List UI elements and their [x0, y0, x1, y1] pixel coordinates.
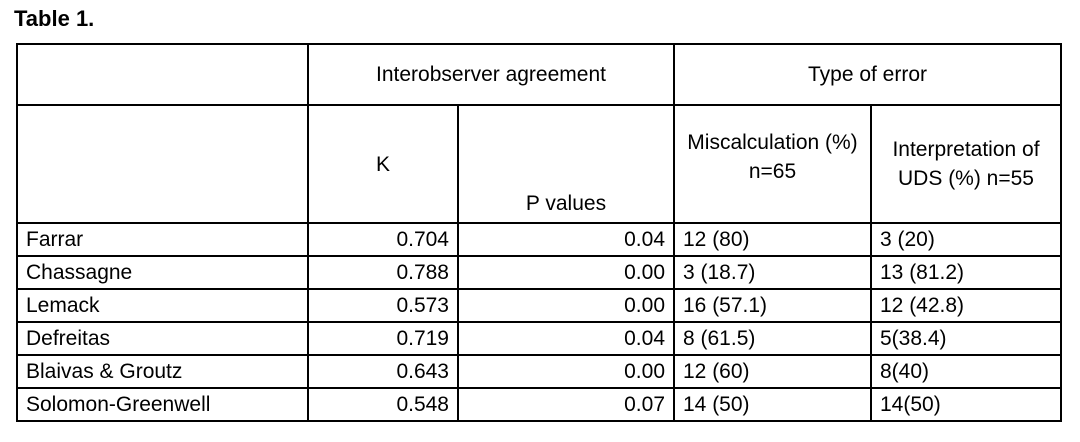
- table-cell: 0.548: [307, 387, 459, 422]
- row-label: Blaivas & Groutz: [16, 354, 309, 389]
- table-row: Defreitas 0.719 0.04 8 (61.5) 5(38.4): [16, 321, 1062, 356]
- table-cell: 0.704: [307, 222, 459, 257]
- table-cell: 12 (42.8): [870, 288, 1062, 323]
- table-cell: 0.00: [457, 288, 675, 323]
- table-row: Lemack 0.573 0.00 16 (57.1) 12 (42.8): [16, 288, 1062, 323]
- table-row: Chassagne 0.788 0.00 3 (18.7) 13 (81.2): [16, 255, 1062, 290]
- column-header: K: [307, 104, 459, 224]
- row-label: Solomon-Greenwell: [16, 387, 309, 422]
- table-row: Farrar 0.704 0.04 12 (80) 3 (20): [16, 222, 1062, 257]
- table-title: Table 1.: [14, 6, 95, 31]
- column-header: Interpretation of UDS (%) n=55: [870, 104, 1062, 224]
- table-cell: 12 (60): [673, 354, 872, 389]
- column-header-row: K P values Miscalculation (%) n=65 Inter…: [16, 104, 1062, 224]
- table-cell: 13 (81.2): [870, 255, 1062, 290]
- row-label: Farrar: [16, 222, 309, 257]
- row-label: Chassagne: [16, 255, 309, 290]
- table-cell: 0.00: [457, 255, 675, 290]
- table-cell: 8(40): [870, 354, 1062, 389]
- table-cell: 5(38.4): [870, 321, 1062, 356]
- table-cell: 0.00: [457, 354, 675, 389]
- empty-cell: [16, 104, 309, 224]
- table-row: Blaivas & Groutz 0.643 0.00 12 (60) 8(40): [16, 354, 1062, 389]
- row-label: Lemack: [16, 288, 309, 323]
- table-cell: 0.04: [457, 321, 675, 356]
- table-cell: 3 (18.7): [673, 255, 872, 290]
- table-cell: 14(50): [870, 387, 1062, 422]
- table-row: Solomon-Greenwell 0.548 0.07 14 (50) 14(50): [16, 387, 1062, 422]
- table-cell: 0.643: [307, 354, 459, 389]
- column-header: Miscalculation (%) n=65: [673, 104, 872, 224]
- table-cell: 3 (20): [870, 222, 1062, 257]
- table-cell: 16 (57.1): [673, 288, 872, 323]
- group-header-row: Interobserver agreement Type of error: [16, 43, 1062, 106]
- table-cell: 14 (50): [673, 387, 872, 422]
- table-cell: 0.04: [457, 222, 675, 257]
- table-cell: 0.788: [307, 255, 459, 290]
- row-label: Defreitas: [16, 321, 309, 356]
- table-cell: 12 (80): [673, 222, 872, 257]
- group-header: Type of error: [673, 43, 1062, 106]
- table-cell: 8 (61.5): [673, 321, 872, 356]
- table-cell: 0.719: [307, 321, 459, 356]
- data-table: Interobserver agreement Type of error K …: [16, 43, 1062, 422]
- table-cell: 0.07: [457, 387, 675, 422]
- table-cell: 0.573: [307, 288, 459, 323]
- group-header: Interobserver agreement: [307, 43, 675, 106]
- column-header: P values: [457, 104, 675, 224]
- empty-cell: [16, 43, 309, 106]
